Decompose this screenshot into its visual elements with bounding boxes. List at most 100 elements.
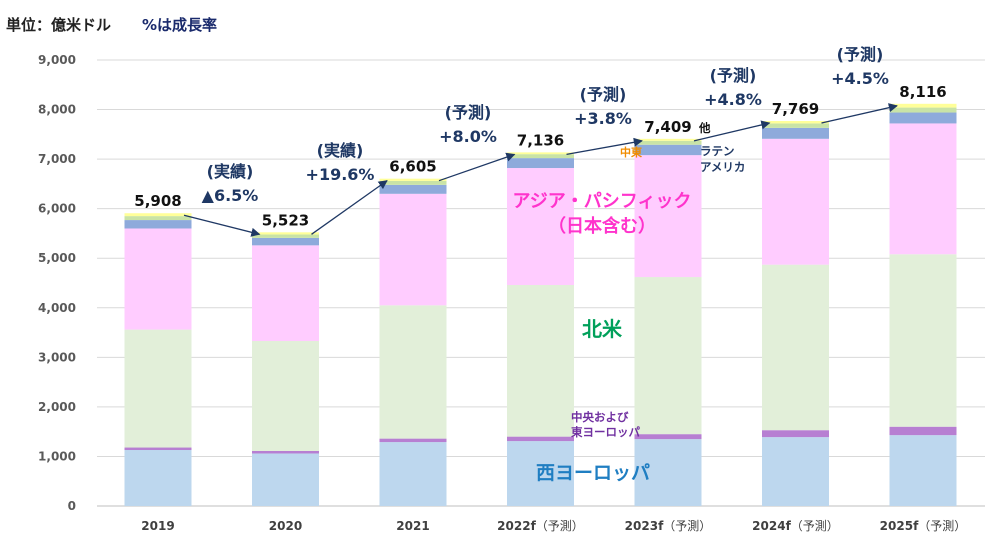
trend-arrow <box>438 152 516 182</box>
total-value-label: 7,769 <box>772 100 819 118</box>
trend-arrow <box>566 137 643 156</box>
bar-segment-north_america <box>379 305 447 439</box>
bar-segment-middle_east <box>252 234 319 238</box>
bar-segment-north_america <box>507 284 574 437</box>
growth-status-label: (予測) <box>580 85 627 104</box>
bar-segment-west_europe <box>762 437 829 506</box>
bar-segment-latin_america <box>634 144 702 156</box>
bar-segment-latin_america <box>379 184 447 194</box>
region-label-asia-pacific: （日本含む） <box>548 215 656 237</box>
growth-status-label: (実績) <box>317 141 364 160</box>
bar-segment-west_europe <box>379 442 447 506</box>
region-label-middle-east: 中東 <box>620 145 643 159</box>
growth-rate-label: ▲6.5% <box>202 186 259 205</box>
bar-segment-asia_pacific <box>507 168 574 285</box>
bar-segment-middle_east <box>507 154 574 159</box>
unit-label: 単位：億米ドル <box>6 16 112 34</box>
y-tick-label: 1,000 <box>38 449 76 463</box>
region-label-central-east-europe: 東ヨーロッパ <box>571 425 640 439</box>
growth-rate-label: +3.8% <box>574 109 632 128</box>
trend-arrow <box>311 180 388 235</box>
y-tick-label: 0 <box>68 499 76 513</box>
growth-status-label: (予測) <box>445 103 492 122</box>
total-value-label: 5,523 <box>262 211 309 229</box>
bar-segment-other <box>889 103 957 108</box>
x-tick-label: 2022f（予測） <box>497 519 584 533</box>
growth-rate-label: +4.8% <box>704 90 762 109</box>
y-tick-label: 4,000 <box>38 301 76 315</box>
bar-segment-other <box>252 232 319 235</box>
bar-segment-other <box>762 121 829 124</box>
trend-arrow <box>183 214 261 237</box>
bar-segment-central_east_europe <box>889 426 957 436</box>
bar-segment-other <box>124 213 192 217</box>
growth-rate-label: +4.5% <box>831 69 889 88</box>
bar-segment-central_east_europe <box>124 447 192 451</box>
bar-segment-north_america <box>762 264 829 431</box>
bar-segment-north_america <box>252 340 319 451</box>
y-tick-label: 6,000 <box>38 202 76 216</box>
bar-segment-other <box>507 152 574 155</box>
growth-status-label: (予測) <box>710 66 757 85</box>
bar-segment-asia_pacific <box>634 155 702 278</box>
x-tick-label: 2023f（予測） <box>625 519 712 533</box>
total-value-label: 7,136 <box>517 131 564 149</box>
region-label-west-europe: 西ヨーロッパ <box>536 462 650 484</box>
x-tick-label: 2024f（予測） <box>752 519 839 533</box>
region-label-north-america: 北米 <box>582 317 623 341</box>
bar-segment-asia_pacific <box>379 193 447 306</box>
bar-segment-other <box>379 178 447 181</box>
bar-segment-central_east_europe <box>507 436 574 442</box>
total-value-label: 8,116 <box>899 83 946 101</box>
trend-arrow <box>821 103 898 124</box>
x-tick-label: 2025f（予測） <box>880 519 967 533</box>
total-value-label: 5,908 <box>134 192 181 210</box>
bar-segment-middle_east <box>889 107 957 113</box>
trend-arrow <box>693 120 771 142</box>
bar-segment-north_america <box>889 254 957 427</box>
y-tick-label: 3,000 <box>38 350 76 364</box>
total-value-label: 7,409 <box>644 118 691 136</box>
y-tick-label: 8,000 <box>38 103 76 117</box>
growth-rate-label: +8.0% <box>439 127 497 146</box>
x-tick-label: 2021 <box>396 519 429 533</box>
bar-segment-central_east_europe <box>762 430 829 438</box>
bar-segment-latin_america <box>124 220 192 229</box>
growth-rate-label: +19.6% <box>306 165 375 184</box>
bar-segment-middle_east <box>634 140 702 145</box>
bar-segment-west_europe <box>889 435 957 506</box>
bar-segment-latin_america <box>762 127 829 139</box>
bar-segment-central_east_europe <box>634 434 702 440</box>
region-label-asia-pacific: アジア・パシフィック <box>513 191 692 212</box>
bar-segment-middle_east <box>124 216 192 221</box>
bar-segment-west_europe <box>507 441 574 506</box>
bar-segment-latin_america <box>889 112 957 124</box>
bar-segment-north_america <box>124 329 192 448</box>
y-tick-label: 5,000 <box>38 251 76 265</box>
bar-segment-west_europe <box>124 450 192 506</box>
y-tick-label: 2,000 <box>38 400 76 414</box>
bar-segment-central_east_europe <box>252 450 319 454</box>
bar-segment-north_america <box>634 277 702 435</box>
bar-segment-middle_east <box>762 123 829 128</box>
x-tick-label: 2019 <box>141 519 174 533</box>
bar-segment-asia_pacific <box>762 138 829 265</box>
total-value-label: 6,605 <box>389 158 436 176</box>
bar-segment-middle_east <box>379 180 447 185</box>
x-tick-label: 2020 <box>269 519 302 533</box>
bar-segment-latin_america <box>252 237 319 246</box>
growth-note: %は成長率 <box>142 16 218 34</box>
bar-segment-asia_pacific <box>124 228 192 330</box>
bar-segment-asia_pacific <box>252 245 319 341</box>
region-label-latin-america: アメリカ <box>700 160 745 174</box>
bar-segment-asia_pacific <box>889 123 957 255</box>
bar-segment-west_europe <box>252 453 319 506</box>
region-label-other: 他 <box>698 121 711 135</box>
growth-status-label: (予測) <box>837 45 884 64</box>
bar-segment-latin_america <box>507 158 574 169</box>
growth-status-label: (実績) <box>207 162 254 181</box>
region-label-central-east-europe: 中央および <box>571 410 629 424</box>
bar-segment-west_europe <box>634 439 702 506</box>
y-tick-label: 7,000 <box>38 152 76 166</box>
